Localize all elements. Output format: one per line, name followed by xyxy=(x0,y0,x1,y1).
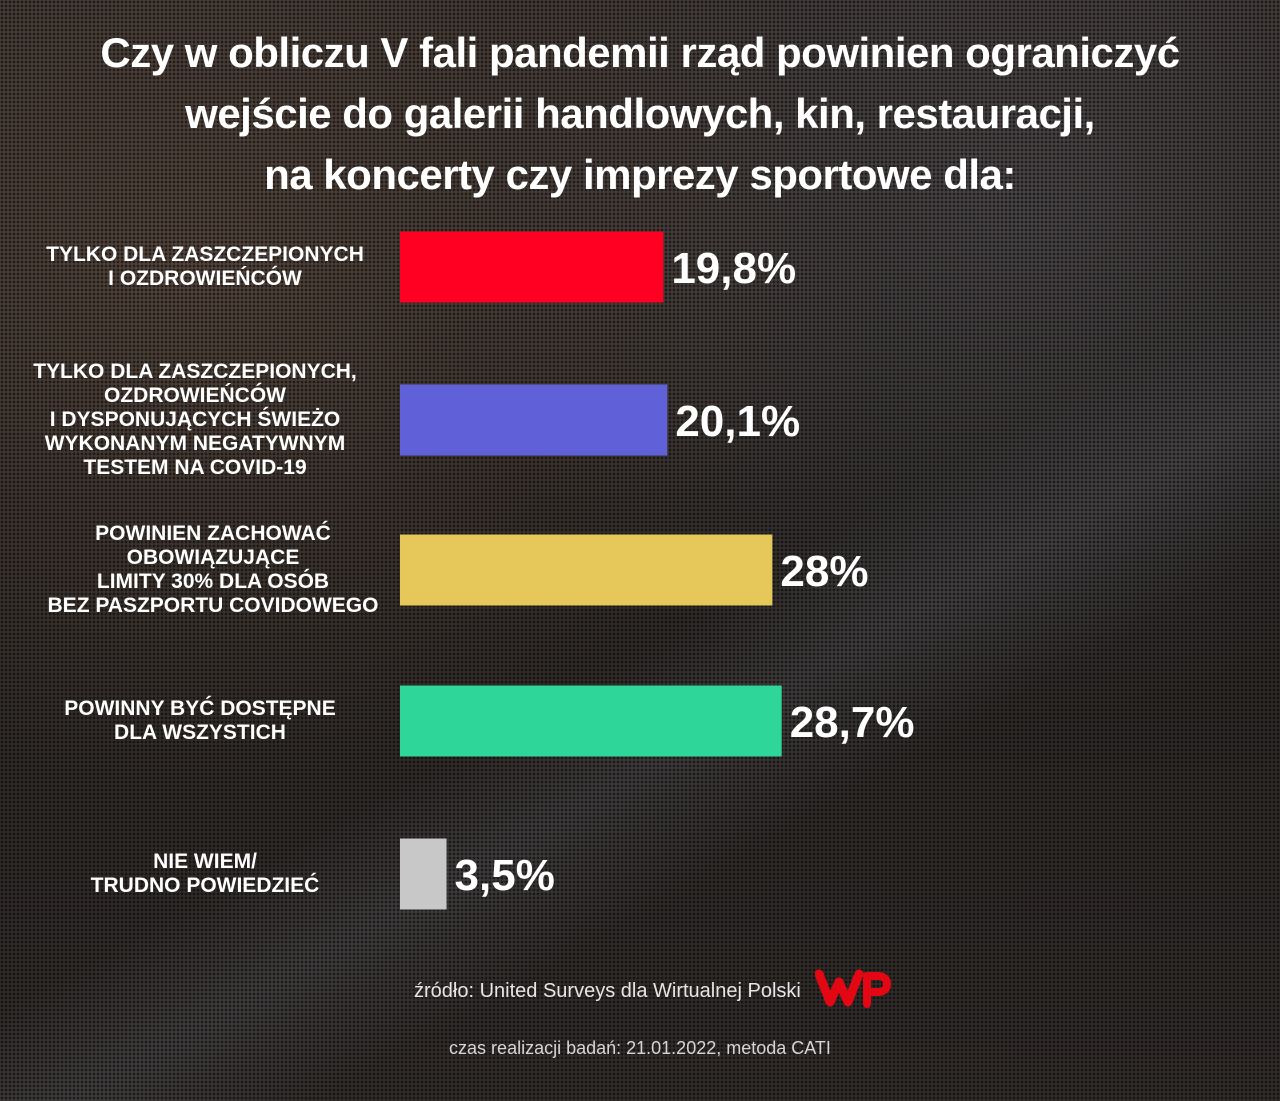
category-label-line: DLA WSZYSTICH xyxy=(114,721,286,744)
title-line: na koncerty czy imprezy sportowe dla: xyxy=(264,151,1016,198)
title-line: Czy w obliczu V fali pandemii rząd powin… xyxy=(100,29,1180,76)
value-label: 28,7% xyxy=(790,698,915,747)
value-label: 20,1% xyxy=(675,397,800,446)
note-label: czas realizacji badań: 21.01.2022, metod… xyxy=(449,1038,831,1058)
category-label-line: WYKONANYM NEGATYWNYM xyxy=(44,432,346,455)
bar xyxy=(400,838,447,910)
category-label-line: POWINNY BYĆ DOSTĘPNE xyxy=(64,697,336,720)
category-label-line: TYLKO DLA ZASZCZEPIONYCH xyxy=(46,243,364,266)
value-label: 19,8% xyxy=(671,244,796,293)
bar xyxy=(400,685,782,757)
category-label: TYLKO DLA ZASZCZEPIONYCH, OZDROWIEŃCÓW I D… xyxy=(5,360,385,480)
category-label: NIE WIEM/TRUDNO POWIEDZIEĆ xyxy=(15,850,395,898)
chart-title: Czy w obliczu V fali pandemii rząd powin… xyxy=(40,22,1240,205)
category-label-line: BEZ PASZPORTU COVIDOWEGO xyxy=(47,594,379,617)
category-label-line: I OZDROWIEŃCÓW xyxy=(108,267,302,290)
category-label-line: LIMITY 30% DLA OSÓB xyxy=(96,570,330,593)
category-label-line: TRUDNO POWIEDZIEĆ xyxy=(90,874,320,897)
bar xyxy=(400,534,773,606)
category-label-line: OBOWIĄZUJĄCE xyxy=(126,546,300,569)
category-label-line: I DYSPONUJĄCYCH ŚWIEŻO xyxy=(49,408,341,431)
wp-logo-icon xyxy=(815,969,891,1008)
category-label: TYLKO DLA ZASZCZEPIONYCH I OZDROWIEŃCÓW xyxy=(15,243,395,291)
category-label-line: TESTEM NA COVID-19 xyxy=(83,456,307,479)
category-label: POWINNY BYĆ DOSTĘPNE DLA WSZYSTICH xyxy=(10,697,390,745)
value-label: 3,5% xyxy=(455,851,555,900)
category-label-line: TYLKO DLA ZASZCZEPIONYCH, xyxy=(33,360,357,383)
value-label: 28% xyxy=(780,547,868,596)
category-label-line: POWINIEN ZACHOWAĆ xyxy=(95,522,331,545)
source-text: źródło: United Surveys dla Wirtualnej Po… xyxy=(414,980,801,1002)
bar xyxy=(400,384,668,456)
category-label: POWINIEN ZACHOWAĆ OBOWIĄZUJĄCE LIMITY 30% … xyxy=(23,522,403,618)
title-line: wejście do galerii handlowych, kin, rest… xyxy=(185,90,1095,137)
bar xyxy=(400,231,664,303)
note-text: czas realizacji badań: 21.01.2022, metod… xyxy=(0,1038,1280,1059)
category-label-line: OZDROWIEŃCÓW xyxy=(104,384,286,407)
category-label-line: NIE WIEM/ xyxy=(153,850,257,873)
